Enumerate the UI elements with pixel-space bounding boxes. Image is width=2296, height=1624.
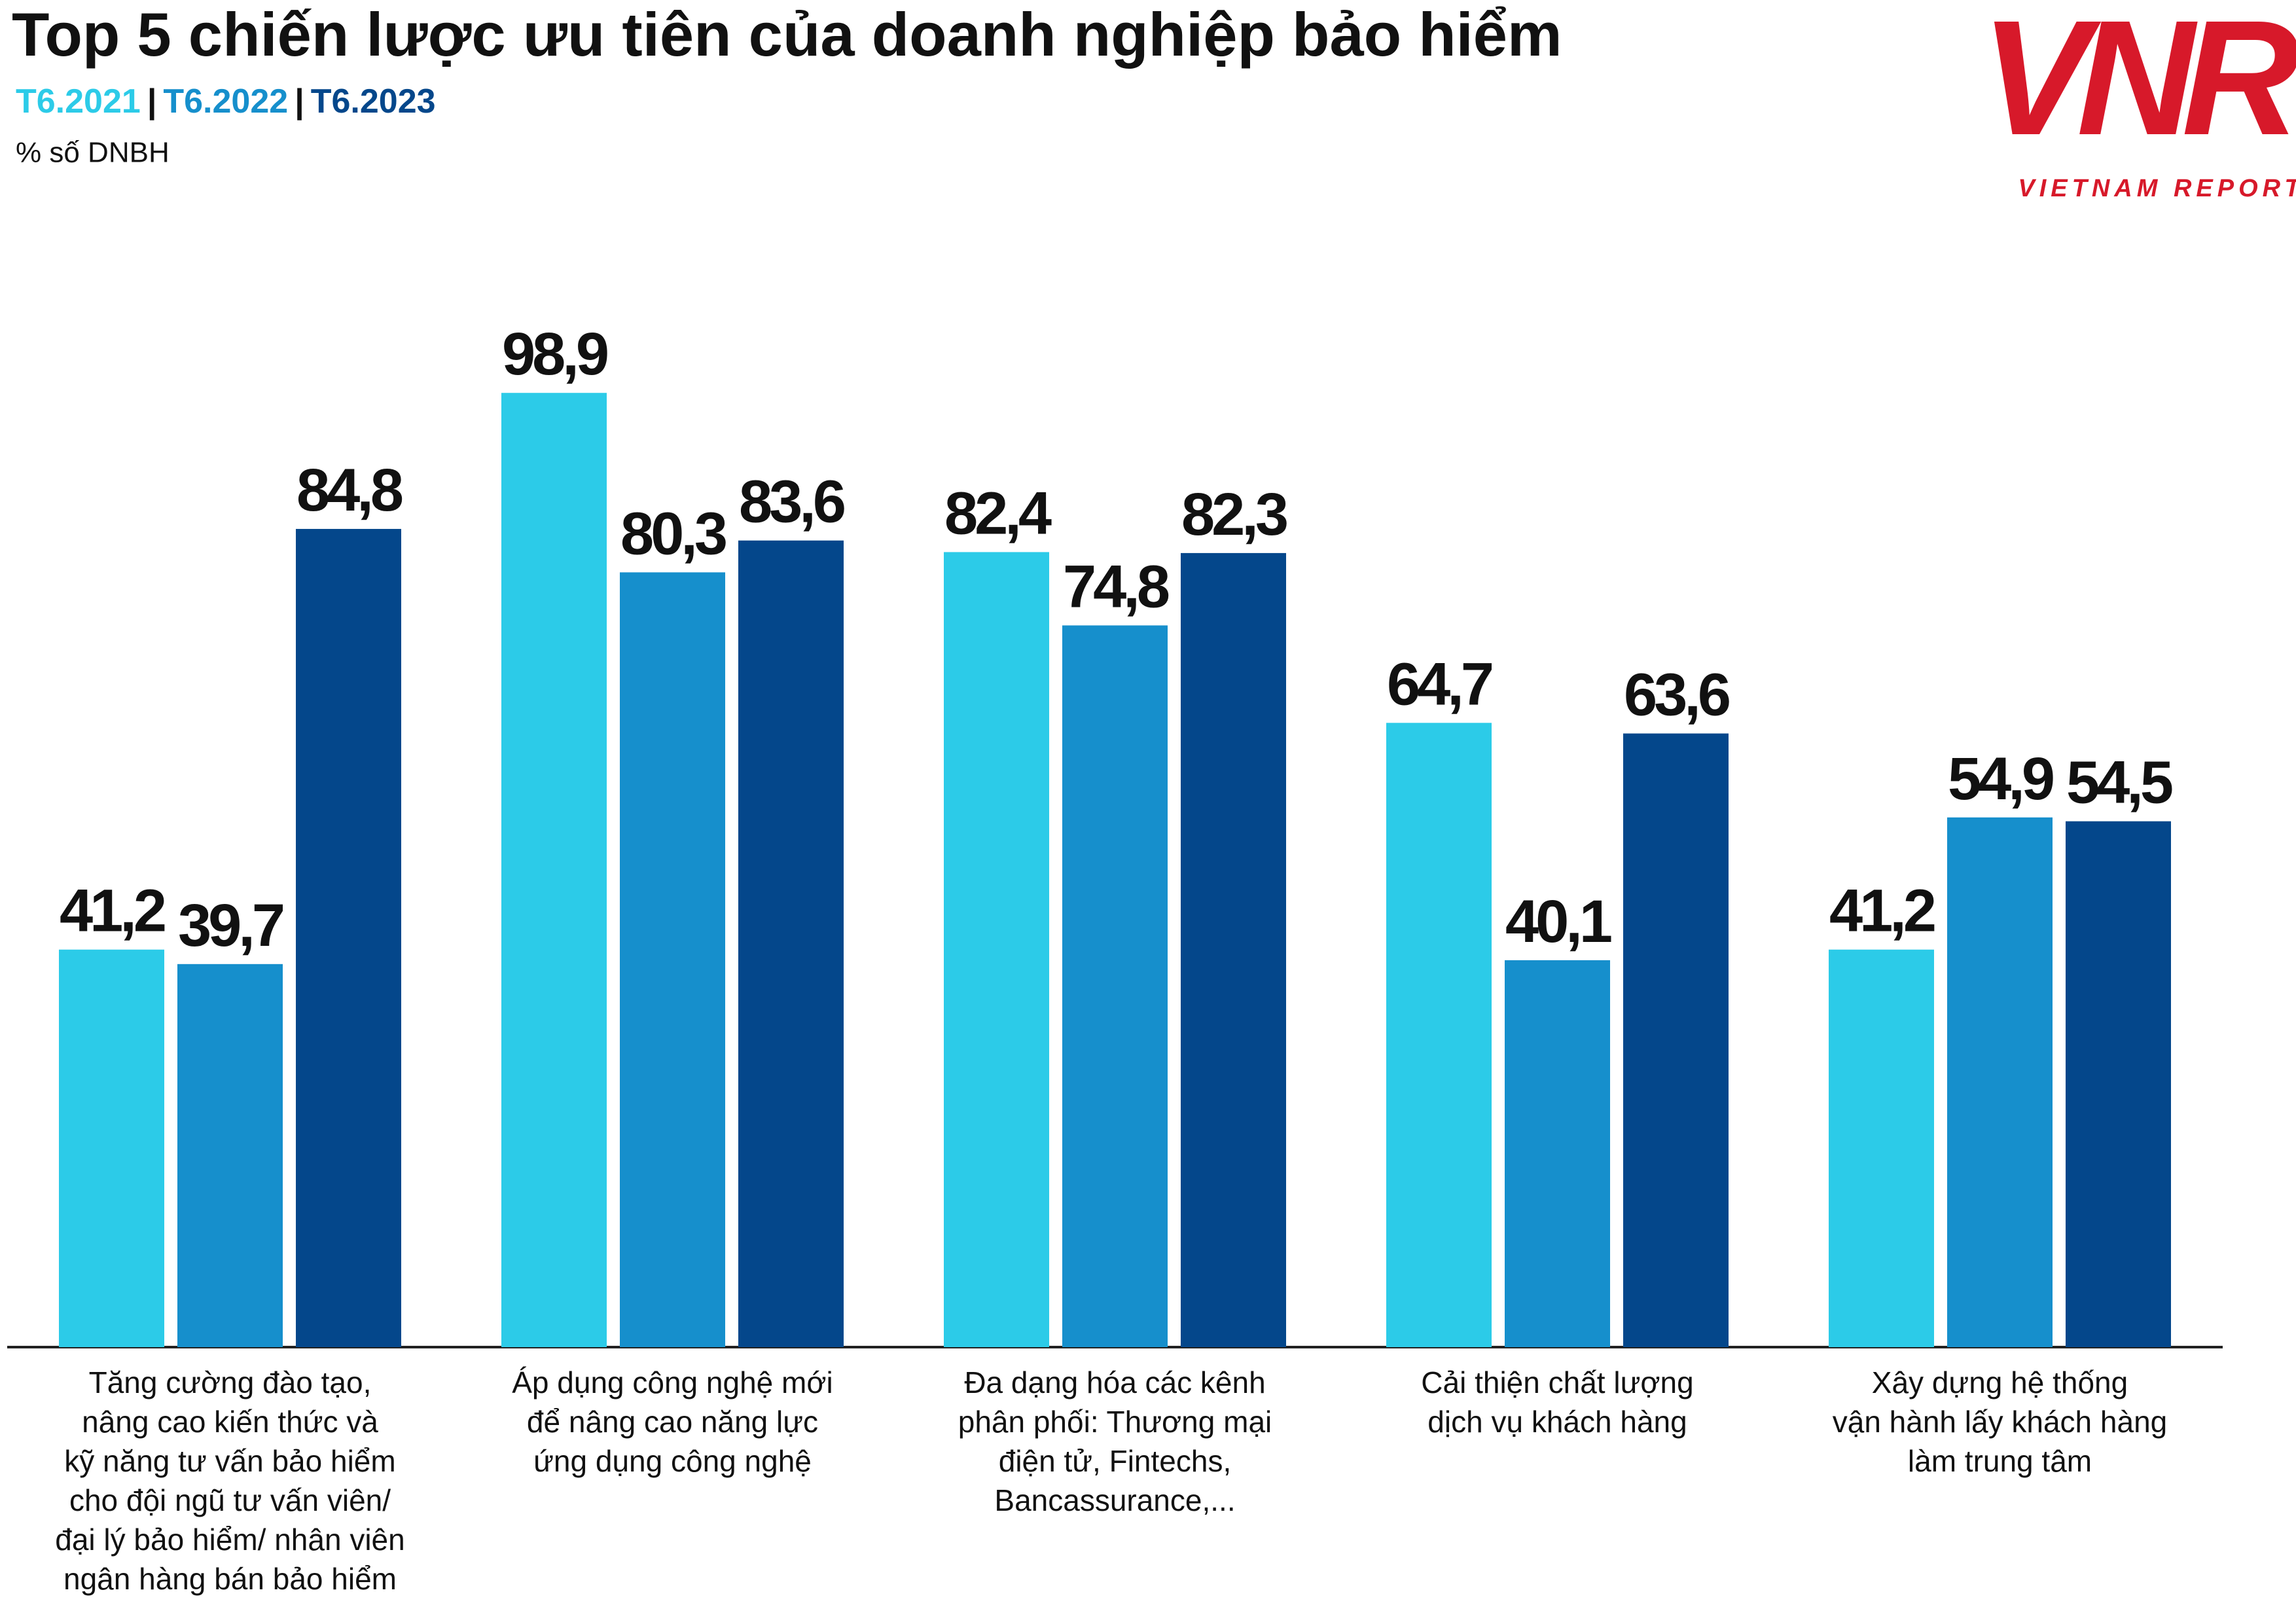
bar bbox=[738, 540, 844, 1347]
bar bbox=[944, 552, 1049, 1347]
legend-separator: | bbox=[295, 82, 304, 120]
value-label: 80,3 bbox=[620, 500, 726, 567]
bar bbox=[2066, 821, 2171, 1347]
value-label: 82,3 bbox=[1181, 481, 1287, 548]
logo-text: VIETNAM REPORT bbox=[2018, 175, 2296, 202]
x-tick-label: Xây dựng hệ thống vận hành lấy khách hàn… bbox=[1832, 1365, 2168, 1478]
value-label: 41,2 bbox=[1829, 878, 1935, 945]
bar bbox=[296, 529, 401, 1347]
value-label: 54,5 bbox=[2066, 749, 2172, 816]
bar bbox=[1386, 723, 1492, 1347]
value-label: 39,7 bbox=[178, 892, 283, 959]
bar bbox=[1505, 960, 1610, 1347]
x-tick-label: Tăng cường đào tạo, nâng cao kiến thức v… bbox=[55, 1365, 405, 1596]
bar bbox=[1829, 949, 1934, 1347]
value-label: 64,7 bbox=[1387, 651, 1492, 717]
legend-entry: T6.2023 bbox=[310, 82, 436, 120]
bar bbox=[501, 393, 607, 1347]
x-tick-label: Cải thiện chất lượng dịch vụ khách hàng bbox=[1421, 1365, 1694, 1439]
value-label: 84,8 bbox=[296, 457, 403, 524]
value-label: 40,1 bbox=[1505, 888, 1611, 955]
bar bbox=[620, 572, 725, 1348]
bar bbox=[1947, 817, 2053, 1347]
legend-separator: | bbox=[147, 82, 157, 120]
bar bbox=[1062, 625, 1168, 1347]
legend-entry: T6.2021 bbox=[16, 82, 141, 120]
bar bbox=[177, 964, 283, 1347]
legend: T6.2021 | T6.2022 | T6.2023 bbox=[16, 82, 436, 121]
x-tick-label: Đa dạng hóa các kênh phân phối: Thương m… bbox=[958, 1365, 1272, 1517]
x-tick-label: Áp dụng công nghệ mới để nâng cao năng l… bbox=[512, 1365, 833, 1478]
value-label: 83,6 bbox=[739, 469, 844, 535]
chart-subtitle: % số DNBH bbox=[16, 137, 170, 169]
bar bbox=[1623, 733, 1729, 1347]
value-label: 63,6 bbox=[1624, 662, 1729, 729]
bar bbox=[59, 949, 164, 1347]
value-label: 98,9 bbox=[502, 321, 607, 388]
legend-entry: T6.2022 bbox=[163, 82, 289, 120]
bar bbox=[1181, 552, 1286, 1348]
value-label: 82,4 bbox=[944, 480, 1052, 547]
value-label: 41,2 bbox=[60, 878, 165, 945]
logo-mark: VNR bbox=[1981, 0, 2296, 169]
value-label: 74,8 bbox=[1063, 553, 1169, 620]
chart-title: Top 5 chiến lược ưu tiên của doanh nghiệ… bbox=[12, 0, 1562, 69]
value-label: 54,9 bbox=[1948, 746, 2053, 812]
